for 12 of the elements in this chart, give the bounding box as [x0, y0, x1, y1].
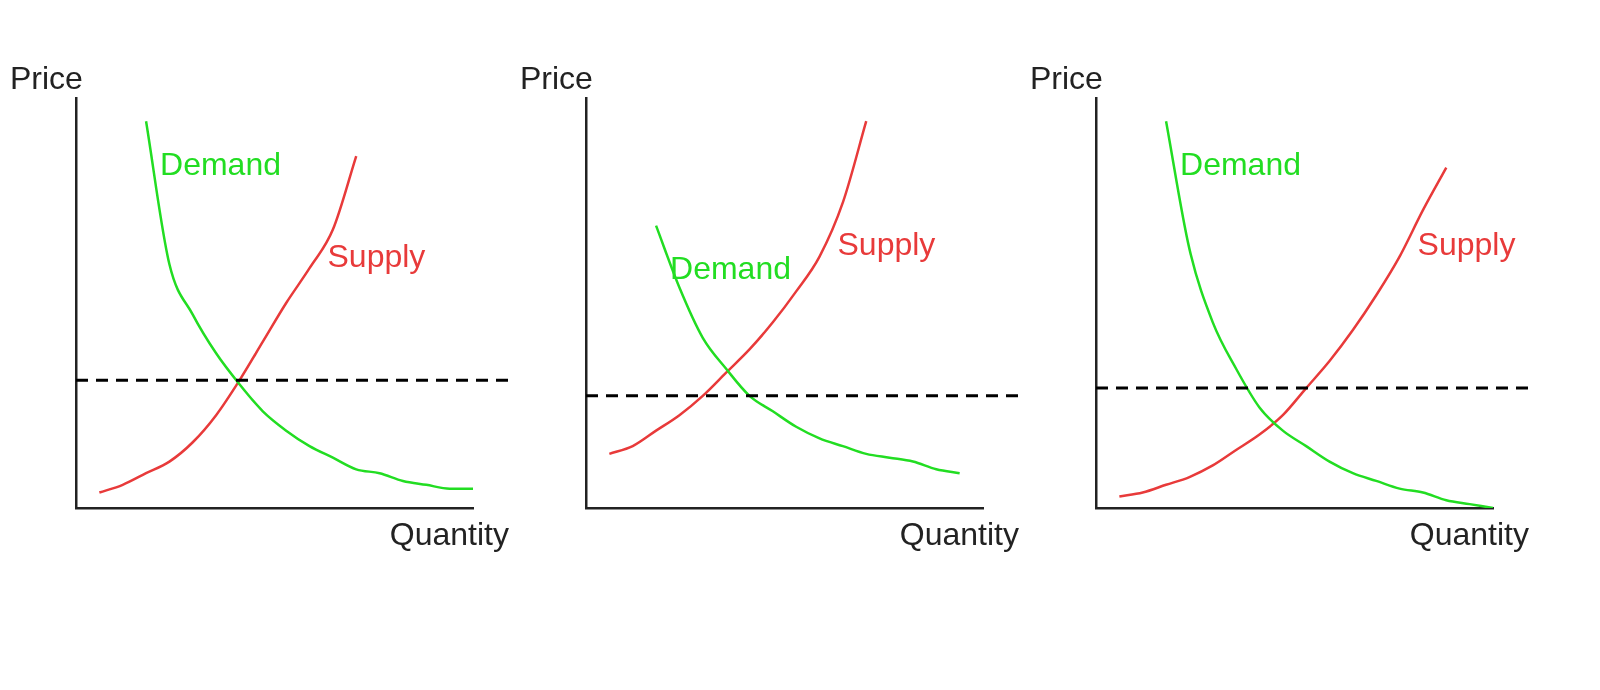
x-axis-title: Quantity — [389, 515, 509, 552]
series-label: Supply — [1417, 226, 1516, 263]
series-label: Demand — [670, 250, 792, 287]
series-label: Demand — [160, 146, 282, 183]
y-axis-title: Price — [10, 59, 83, 96]
series-label: Demand — [1180, 146, 1302, 183]
x-axis-title: Quantity — [1409, 515, 1529, 552]
x-axis-title: Quantity — [899, 515, 1019, 552]
series-label: Supply — [837, 226, 936, 263]
y-axis-title: Price — [1030, 59, 1103, 96]
series-label: Supply — [327, 238, 426, 275]
y-axis-title: Price — [520, 59, 593, 96]
